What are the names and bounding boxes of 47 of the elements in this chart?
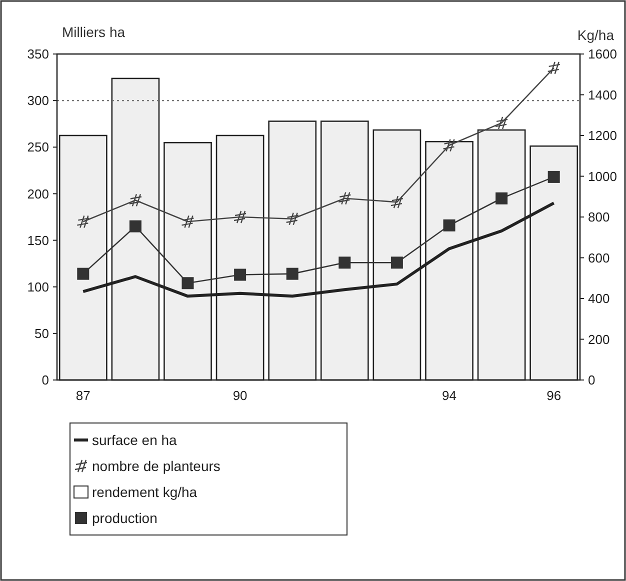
x-tick-label: 87 xyxy=(76,388,90,403)
point xyxy=(548,170,560,183)
y-tick-label: 50 xyxy=(34,326,49,341)
y-tick-label: 350 xyxy=(27,46,49,62)
point xyxy=(181,215,194,228)
point xyxy=(233,210,247,224)
legend-label: production xyxy=(92,510,158,526)
point xyxy=(547,61,560,75)
legend-label: nombre de planteurs xyxy=(92,458,220,474)
y2-tick-label: 1400 xyxy=(588,87,617,102)
x-tick-label: 90 xyxy=(232,388,248,403)
point xyxy=(76,215,90,228)
legend-label: surface en ha xyxy=(92,432,178,448)
y2-tick-label: 600 xyxy=(588,250,610,266)
x-tick-label: 96 xyxy=(546,388,562,403)
y-tick-label: 200 xyxy=(27,186,49,202)
point xyxy=(286,212,299,226)
y2-tick-label: 200 xyxy=(588,332,610,347)
y2-tick-label: 1600 xyxy=(588,46,617,62)
y-tick-label: 300 xyxy=(27,93,49,108)
y2-tick-label: 1000 xyxy=(588,168,617,184)
point xyxy=(286,268,298,280)
legend-label: rendement kg/ha xyxy=(92,484,198,500)
point xyxy=(390,256,403,269)
x-tick-label: 94 xyxy=(442,388,456,403)
point xyxy=(390,195,404,209)
point xyxy=(128,194,142,207)
y2-tick-label: 0 xyxy=(588,372,596,388)
y-tick-label: 0 xyxy=(42,372,49,388)
point xyxy=(129,220,142,232)
point xyxy=(442,138,456,152)
point xyxy=(443,219,456,232)
y2-axis-title: Kg/ha xyxy=(577,27,614,43)
point xyxy=(338,256,351,269)
point xyxy=(234,268,246,281)
y2-tick-label: 1200 xyxy=(588,128,617,144)
point xyxy=(77,268,90,280)
y-axis-title: Milliers ha xyxy=(62,24,126,40)
point xyxy=(338,192,352,205)
point xyxy=(496,192,508,204)
y2-tick-label: 800 xyxy=(588,210,610,225)
y2-tick-label: 400 xyxy=(588,291,610,306)
y-tick-label: 100 xyxy=(27,279,49,294)
point xyxy=(182,277,194,290)
y-tick-label: 250 xyxy=(27,140,49,155)
y-tick-label: 150 xyxy=(27,232,49,248)
point xyxy=(494,116,508,130)
